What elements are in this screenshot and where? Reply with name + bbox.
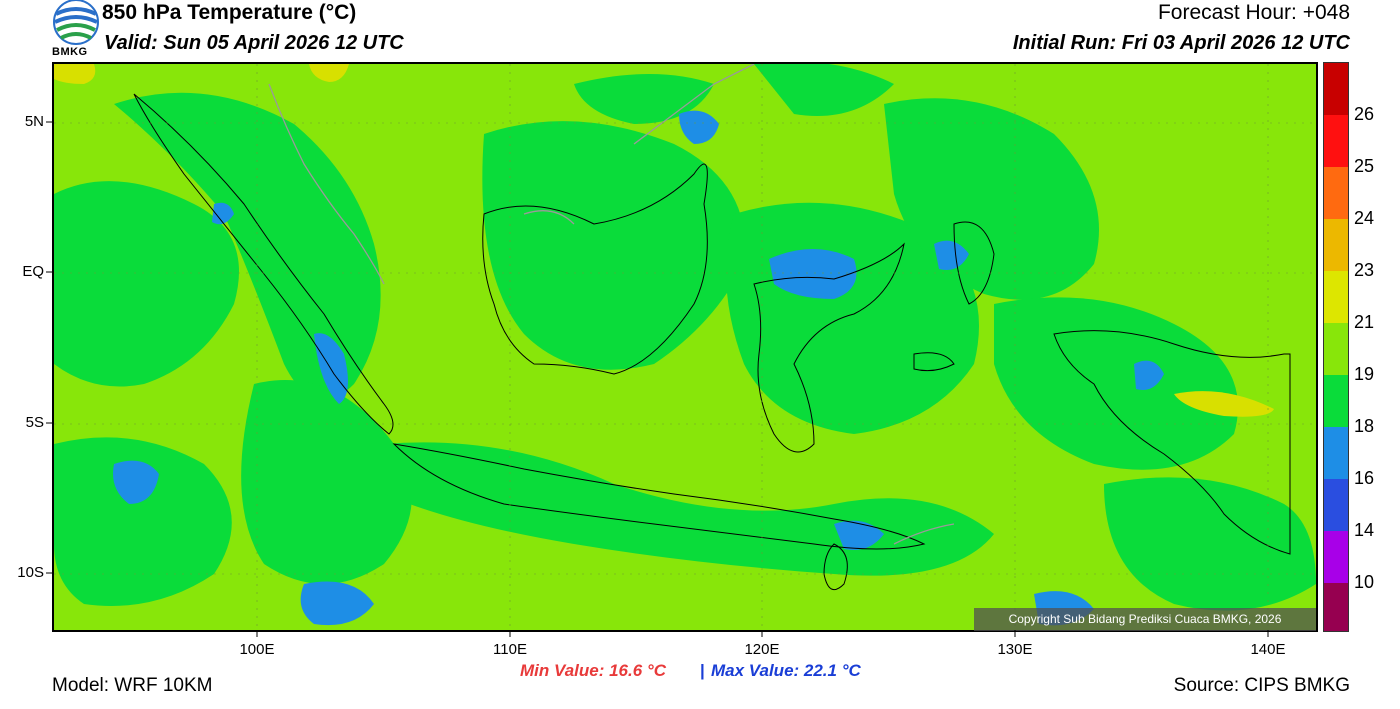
colorbar-label-26: 26 (1354, 104, 1375, 124)
forecast-hour: Forecast Hour: +048 (1157, 1, 1350, 24)
stats-separator: | (700, 661, 705, 680)
model-label: Model: WRF 10KM (52, 675, 213, 696)
colorbar-label-14: 14 (1354, 520, 1375, 540)
source-label: Source: CIPS BMKG (1173, 675, 1350, 696)
lat-ticks (46, 121, 52, 574)
colorbar (1323, 62, 1349, 632)
lat-label-eq: EQ (22, 263, 44, 280)
temperature-map (52, 62, 1318, 632)
lat-label-5n: 5N (24, 113, 44, 130)
colorbar-segment-2 (1324, 115, 1348, 167)
logo-text: BMKG (52, 46, 88, 58)
colorbar-segment-5 (1324, 271, 1348, 323)
neighbor-borders (268, 64, 955, 545)
colorbar-label-23: 23 (1354, 260, 1375, 280)
lon-label-130e: 130E (997, 641, 1033, 658)
initial-run: Initial Run: Fri 03 April 2026 12 UTC (1012, 32, 1350, 54)
colorbar-segment-7 (1324, 375, 1348, 427)
colorbar-segment-9 (1324, 479, 1348, 531)
lat-label-5s: 5S (25, 414, 44, 431)
lon-label-100e: 100E (239, 641, 275, 658)
colorbar-label-16: 16 (1354, 468, 1375, 488)
colorbar-segment-1 (1324, 63, 1348, 115)
lon-ticks (256, 630, 1269, 637)
temp-band-23 (54, 64, 1274, 417)
colorbar-segment-6 (1324, 323, 1348, 375)
temp-band-19 (54, 64, 1316, 611)
colorbar-segment-3 (1324, 167, 1348, 219)
map-title: 850 hPa Temperature (°C) (102, 1, 357, 24)
min-value: Min Value: 16.6 °C (520, 661, 666, 680)
colorbar-label-18: 18 (1354, 416, 1375, 436)
max-value: Max Value: 22.1 °C (711, 661, 861, 680)
lat-label-10s: 10S (17, 564, 44, 581)
bmkg-logo (53, 0, 99, 45)
colorbar-segment-4 (1324, 219, 1348, 271)
map-field (54, 64, 1316, 630)
colorbar-label-24: 24 (1354, 208, 1375, 228)
colorbar-segment-11 (1324, 583, 1348, 631)
colorbar-label-10: 10 (1354, 572, 1375, 592)
lon-label-110e: 110E (493, 641, 527, 658)
copyright-notice: Copyright Sub Bidang Prediksi Cuaca BMKG… (974, 608, 1316, 631)
colorbar-label-21: 21 (1354, 312, 1375, 332)
valid-time: Valid: Sun 05 April 2026 12 UTC (104, 32, 404, 54)
colorbar-label-25: 25 (1354, 156, 1375, 176)
lon-label-120e: 120E (744, 641, 780, 658)
coastlines (133, 93, 1291, 591)
colorbar-segment-10 (1324, 531, 1348, 583)
colorbar-segment-8 (1324, 427, 1348, 479)
colorbar-label-19: 19 (1354, 364, 1375, 384)
lon-label-140e: 140E (1250, 641, 1286, 658)
